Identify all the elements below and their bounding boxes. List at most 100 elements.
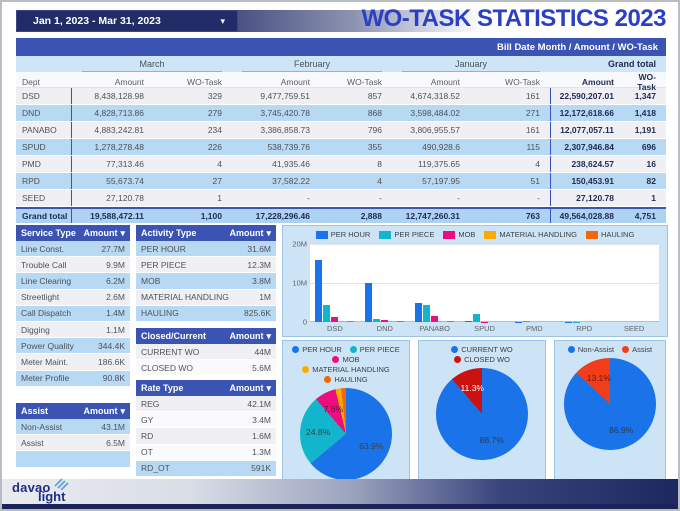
bar[interactable] <box>415 302 423 322</box>
table-row[interactable]: RPD 55,673.74 27 37,582.22 4 57,197.95 51 150,4… <box>16 173 666 190</box>
list-item[interactable]: Trouble Call 9.9M <box>16 257 130 274</box>
activity-type-header[interactable]: Activity Type Amount ▾ <box>136 225 276 241</box>
legend-item[interactable]: PER HOUR <box>292 345 342 354</box>
legend-item[interactable]: HAULING <box>585 230 634 239</box>
table-row[interactable]: DSD 8,438,128.98 329 9,477,759.51 857 4,674,3… <box>16 88 666 105</box>
panel-sort[interactable]: Amount ▾ <box>229 383 271 393</box>
list-item[interactable]: HAULING 825.6K <box>136 305 276 322</box>
assist-panel: Assist Amount ▾ Non-Assist 43.1M Assist 6.5M <box>16 403 130 468</box>
x-axis-label: PMD <box>526 324 543 333</box>
list-item[interactable]: MATERIAL HANDLING 1M <box>136 289 276 306</box>
bar[interactable] <box>522 321 530 322</box>
legend-item[interactable]: MOB <box>443 230 475 239</box>
list-item[interactable]: PER PIECE 12.3M <box>136 257 276 274</box>
list-item[interactable]: Assist 6.5M <box>16 435 130 452</box>
legend-item[interactable]: PER PIECE <box>379 230 434 239</box>
legend-item[interactable]: Non-Assist <box>567 345 615 354</box>
list-item[interactable]: Line Clearing 6.2M <box>16 273 130 290</box>
list-item[interactable]: CURRENT WO 44M <box>136 344 276 361</box>
panel-sort[interactable]: Amount ▾ <box>229 228 271 238</box>
legend-item[interactable]: CURRENT WO <box>451 345 513 354</box>
panel-sort[interactable]: Amount ▾ <box>83 228 125 238</box>
bar[interactable] <box>473 313 480 322</box>
list-item[interactable]: Meter Profile 90.8K <box>16 370 130 387</box>
legend-item[interactable]: PER PIECE <box>349 345 400 354</box>
date-range-filter[interactable]: Jan 1, 2023 - Mar 31, 2023 ▾ <box>16 10 238 32</box>
list-item[interactable]: Power Quality 344.4K <box>16 338 130 355</box>
item-label: Meter Profile <box>21 373 70 384</box>
logo-text-davao: davao <box>12 480 51 495</box>
legend-label: Non-Assist <box>577 345 615 354</box>
item-label: HAULING <box>141 308 179 319</box>
bar[interactable] <box>423 304 431 322</box>
panel-sort[interactable]: Amount ▾ <box>83 406 125 416</box>
list-item[interactable]: OT 1.3M <box>136 444 276 461</box>
list-item[interactable]: Meter Maint. 186.6K <box>16 354 130 371</box>
bar[interactable] <box>365 283 373 322</box>
item-value: 42.1M <box>247 398 271 409</box>
value-cell: 1,418 <box>634 108 656 118</box>
closed-current-header[interactable]: Closed/Current Amount ▾ <box>136 328 276 344</box>
bar[interactable] <box>439 321 447 322</box>
rate-type-header[interactable]: Rate Type Amount ▾ <box>136 380 276 396</box>
table-row[interactable]: DND 4,828,713.86 279 3,745,420.78 868 3,598,4… <box>16 105 666 122</box>
bar[interactable] <box>347 320 355 322</box>
list-item[interactable]: REG 42.1M <box>136 396 276 413</box>
bar[interactable] <box>381 319 389 322</box>
page-title: WO-TASK STATISTICS 2023 <box>361 5 666 32</box>
item-value: 90.8K <box>102 373 125 384</box>
bar[interactable] <box>397 320 405 322</box>
bar[interactable] <box>339 320 347 322</box>
bar[interactable] <box>323 305 331 322</box>
pie-chart[interactable]: 88.7% 11.3% <box>436 368 528 460</box>
bar[interactable] <box>331 317 339 322</box>
item-label: Streetlight <box>21 292 60 303</box>
list-item[interactable]: RD_OT 591K <box>136 460 276 477</box>
legend-item[interactable]: MATERIAL HANDLING <box>484 230 577 239</box>
item-value: 3.4M <box>252 414 271 425</box>
list-item[interactable]: GY 3.4M <box>136 412 276 429</box>
bar[interactable] <box>389 321 397 322</box>
table-row[interactable]: SEED 27,120.78 1- - - -27,120.78 1 <box>16 190 666 207</box>
panel-sort[interactable]: Amount ▾ <box>229 331 271 341</box>
list-item[interactable]: MOB 3.8M <box>136 273 276 290</box>
service-type-header[interactable]: Service Type Amount ▾ <box>16 225 130 241</box>
list-item[interactable]: RD 1.6M <box>136 428 276 445</box>
list-item[interactable]: Streetlight 2.6M <box>16 289 130 306</box>
list-item[interactable]: Line Const. 27.7M <box>16 241 130 258</box>
legend-item[interactable]: HAULING <box>324 375 368 384</box>
x-axis-label: SEED <box>623 324 645 333</box>
list-item[interactable]: PER HOUR 31.6M <box>136 241 276 258</box>
legend-item[interactable]: CLOSED WO <box>454 355 510 364</box>
legend-item[interactable]: MOB <box>332 355 360 364</box>
table-row[interactable]: SPUD 1,278,278.48 226 538,739.76 355 490,928.… <box>16 139 666 156</box>
date-range-label: Jan 1, 2023 - Mar 31, 2023 <box>33 15 161 27</box>
table-row[interactable]: PANABO 4,883,242.81 234 3,386,858.73 796 3,80… <box>16 122 666 139</box>
legend-item[interactable]: PER HOUR <box>315 230 370 239</box>
bar[interactable] <box>315 260 323 322</box>
pie-chart[interactable]: 63.9% 24.8% 7.6% <box>300 388 392 480</box>
value-cell: - <box>537 193 540 203</box>
pie-chart[interactable]: 86.9% 13.1% <box>564 358 656 450</box>
bar[interactable] <box>373 319 381 322</box>
y-tick-label: 20M <box>292 239 307 249</box>
list-item[interactable]: Digging 1.1M <box>16 321 130 339</box>
list-item[interactable] <box>16 451 130 468</box>
list-item[interactable]: Call Dispatch 1.4M <box>16 305 130 322</box>
list-item[interactable]: CLOSED WO 5.6M <box>136 360 276 377</box>
panel-title: Closed/Current <box>141 331 207 341</box>
bar[interactable] <box>431 316 439 322</box>
bar[interactable] <box>465 321 472 322</box>
grand-total-row[interactable]: Grand total 19,588,472.11 1,100 17,228,296.… <box>16 207 666 224</box>
assist-header[interactable]: Assist Amount ▾ <box>16 403 130 419</box>
bar[interactable] <box>447 320 455 322</box>
list-item[interactable]: Non-Assist 43.1M <box>16 419 130 436</box>
month-header-march: March <box>72 56 232 72</box>
table-row[interactable]: PMD 77,313.46 4 41,935.46 8 119,375.65 4 238,62… <box>16 156 666 173</box>
value-cell: 119,375.65 <box>418 159 460 169</box>
legend-item[interactable]: Assist <box>622 345 652 354</box>
value-cell: 150,453.91 <box>550 173 622 189</box>
panel-value-header: Amount <box>83 228 118 238</box>
legend-item[interactable]: MATERIAL HANDLING <box>302 365 390 374</box>
sort-caret-icon: ▾ <box>120 405 125 416</box>
